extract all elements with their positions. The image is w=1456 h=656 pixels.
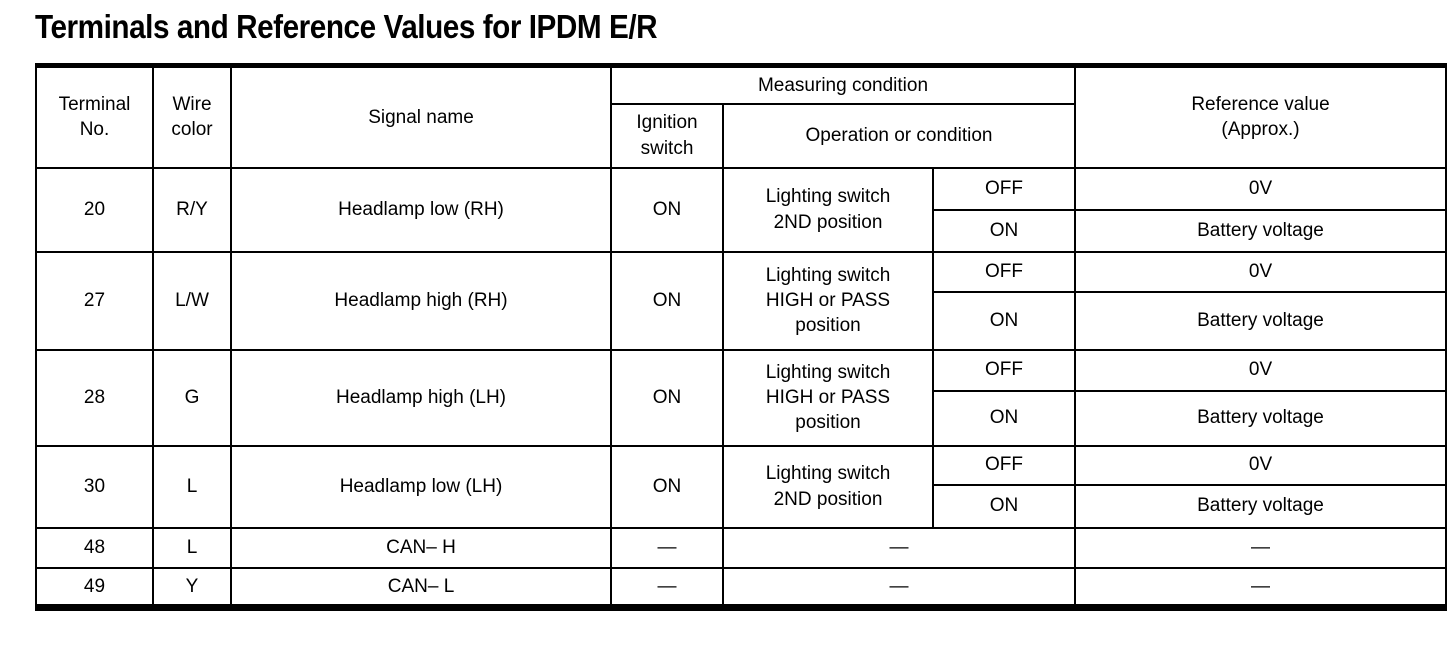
wire-color-cell: L <box>152 444 232 529</box>
table-row: 48 L CAN– H — — — <box>35 526 1447 569</box>
wire-color-cell: L/W <box>152 250 232 351</box>
page-title: Terminals and Reference Values for IPDM … <box>35 8 658 45</box>
header-measuring-condition: Measuring condition <box>610 64 1076 105</box>
operation-cell: Lighting switch 2ND position <box>722 166 934 253</box>
reference-value-cell: 0V <box>1074 166 1447 211</box>
reference-value-cell: Battery voltage <box>1074 290 1447 351</box>
terminal-no-cell: 28 <box>35 348 154 447</box>
header-signal-name: Signal name <box>230 64 612 169</box>
ignition-switch-cell: ON <box>610 348 724 447</box>
switch-state-cell: OFF <box>932 444 1076 486</box>
table-row: ON Battery voltage <box>36 389 1447 447</box>
header-wire-color: Wire color <box>152 64 232 169</box>
signal-name-cell: Headlamp low (RH) <box>230 166 612 253</box>
signal-name-cell: CAN– L <box>230 566 612 609</box>
wire-color-cell: Y <box>152 566 232 609</box>
operation-cell: — <box>722 566 1076 609</box>
signal-name-cell: Headlamp high (LH) <box>230 348 612 447</box>
wire-color-cell: R/Y <box>152 166 232 253</box>
reference-value-cell: 0V <box>1074 250 1447 293</box>
ignition-switch-cell: ON <box>610 250 724 351</box>
ignition-switch-cell: ON <box>610 166 724 253</box>
terminals-reference-table: Terminal No. Wire color Signal name Meas… <box>35 63 1447 611</box>
switch-state-cell: OFF <box>932 250 1076 293</box>
header-operation-or-condition: Operation or condition <box>722 102 1076 169</box>
ignition-switch-cell: — <box>610 566 724 609</box>
terminal-no-cell: 27 <box>35 250 154 351</box>
reference-value-cell: Battery voltage <box>1074 389 1447 447</box>
operation-cell: Lighting switch 2ND position <box>722 444 934 529</box>
switch-state-cell: OFF <box>932 348 1076 392</box>
signal-name-cell: Headlamp low (LH) <box>230 444 612 529</box>
ignition-switch-cell: ON <box>610 444 724 529</box>
table-row: ON Battery voltage <box>36 290 1447 351</box>
reference-value-cell: Battery voltage <box>1074 483 1447 529</box>
operation-cell: Lighting switch HIGH or PASS position <box>722 348 934 447</box>
terminal-no-cell: 30 <box>35 444 154 529</box>
table-row: 27 L/W Headlamp high (RH) ON Lighting sw… <box>35 250 1447 351</box>
table-row: 28 G Headlamp high (LH) ON Lighting swit… <box>35 348 1447 447</box>
header-reference-value: Reference value (Approx.) <box>1074 64 1447 169</box>
table-row: 30 L Headlamp low (LH) ON Lighting switc… <box>35 444 1447 529</box>
reference-value-cell: — <box>1074 566 1447 609</box>
header-ignition-switch: Ignition switch <box>610 102 724 169</box>
table-row: ON Battery voltage <box>36 208 1447 253</box>
operation-cell: Lighting switch HIGH or PASS position <box>722 250 934 351</box>
reference-value-cell: — <box>1074 526 1447 569</box>
switch-state-cell: ON <box>932 290 1076 351</box>
switch-state-cell: ON <box>932 483 1076 529</box>
reference-value-cell: 0V <box>1074 444 1447 486</box>
terminal-no-cell: 20 <box>35 166 154 253</box>
table-row: 20 R/Y Headlamp low (RH) ON Lighting swi… <box>35 166 1447 253</box>
wire-color-cell: G <box>152 348 232 447</box>
signal-name-cell: CAN– H <box>230 526 612 569</box>
wire-color-cell: L <box>152 526 232 569</box>
switch-state-cell: OFF <box>932 166 1076 211</box>
header-terminal-no: Terminal No. <box>35 64 154 169</box>
operation-cell: — <box>722 526 1076 569</box>
switch-state-cell: ON <box>932 389 1076 447</box>
switch-state-cell: ON <box>932 208 1076 253</box>
table-row: 49 Y CAN– L — — — <box>35 566 1447 609</box>
terminal-no-cell: 49 <box>35 566 154 609</box>
terminal-no-cell: 48 <box>35 526 154 569</box>
ignition-switch-cell: — <box>610 526 724 569</box>
signal-name-cell: Headlamp high (RH) <box>230 250 612 351</box>
reference-value-cell: 0V <box>1074 348 1447 392</box>
table-row: ON Battery voltage <box>36 483 1447 529</box>
reference-value-cell: Battery voltage <box>1074 208 1447 253</box>
